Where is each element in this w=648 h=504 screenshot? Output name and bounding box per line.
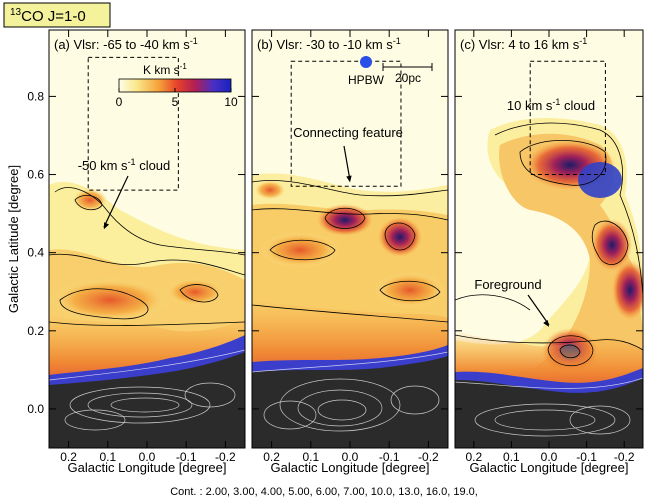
panel-label: (b) Vlsr: -30 to -10 km s-1 xyxy=(257,36,401,52)
x-tick-label: 0.1 xyxy=(503,450,520,464)
velocity-box xyxy=(290,60,402,187)
y-tick-label: 0.2 xyxy=(27,324,44,338)
panel-b xyxy=(252,30,448,448)
x-axis-label-b: Galactic Longitude [degree] xyxy=(271,460,430,475)
chart-title: 13CO J=1-0 xyxy=(10,7,86,25)
hpbw-beam xyxy=(360,56,372,68)
x-tick-label: -0.1 xyxy=(576,450,597,464)
x-tick-label: 0.1 xyxy=(99,450,116,464)
colorbar-ticks: 0 5 10 xyxy=(116,88,238,109)
velocity-box xyxy=(529,60,606,176)
arrow-head xyxy=(103,222,110,230)
arrow-head xyxy=(346,175,352,183)
scale-label: 20pc xyxy=(395,71,421,85)
colorbar-label: K km s-1 xyxy=(143,62,187,77)
x-tick-label: -0.2 xyxy=(215,450,236,464)
panel-a xyxy=(49,30,245,448)
x-tick-label: 0.2 xyxy=(60,450,77,464)
y-axis-label: Galactic Latitude [degree] xyxy=(6,165,21,313)
velocity-box xyxy=(87,56,179,191)
x-tick-label: -0.1 xyxy=(379,450,400,464)
beam-and-scale: HPBW 20pc xyxy=(348,56,433,87)
y-tick-label: 0.6 xyxy=(27,168,44,182)
annotation-arrow xyxy=(527,294,550,326)
contour-levels-note: Cont. : 2.00, 3.00, 4.00, 5.00, 6.00, 7.… xyxy=(170,486,478,498)
x-tick-label: 0.0 xyxy=(342,450,359,464)
x-tick-label: 0.0 xyxy=(541,450,558,464)
x-tick-label: 0.0 xyxy=(139,450,156,464)
x-tick-label: 0.2 xyxy=(263,450,280,464)
y-tick-label: 0.8 xyxy=(27,89,44,103)
x-axis-label-a: Galactic Longitude [degree] xyxy=(68,460,227,475)
x-tick-label: 0.2 xyxy=(465,450,482,464)
x-tick-label: -0.2 xyxy=(614,450,635,464)
colorbar-tick-label: 0 xyxy=(116,95,123,109)
annotation-arrow xyxy=(103,175,129,228)
x-tick-label: -0.1 xyxy=(176,450,197,464)
annotation-label: -50 km s-1 cloud xyxy=(78,157,171,173)
y-tick-label: 0.0 xyxy=(27,402,44,416)
x-axis-label-c: Galactic Longitude [degree] xyxy=(470,460,629,475)
annotation-arrow xyxy=(343,145,351,181)
overlays: (a) Vlsr: -65 to -40 km s-1 -50 km s-1 cl… xyxy=(54,36,606,327)
arrow-head xyxy=(543,320,549,327)
cloud-label: 10 km s-1 cloud xyxy=(507,97,595,113)
x-tick-label: -0.2 xyxy=(418,450,439,464)
colorbar: K km s-1 0 5 10 xyxy=(116,62,238,109)
annotation-label: Foreground xyxy=(474,277,541,292)
annotation-label: Connecting feature xyxy=(293,125,403,140)
colorbar-tick-label: 10 xyxy=(224,95,238,109)
panel-c xyxy=(455,30,643,448)
panel-label: (c) Vlsr: 4 to 16 km s-1 xyxy=(460,36,587,52)
y-tick-label: 0.4 xyxy=(27,246,44,260)
x-tick-label: 0.1 xyxy=(302,450,319,464)
axes: 0.2 0.1 0.0 -0.1 -0.2 0.0 0.2 0.4 0.6 0.8 0.2 0.1 0.… xyxy=(27,30,643,464)
title-box xyxy=(3,2,111,28)
panel-label: (a) Vlsr: -65 to -40 km s-1 xyxy=(54,36,198,52)
colorbar-tick-label: 5 xyxy=(172,95,179,109)
hpbw-label: HPBW xyxy=(348,73,385,87)
